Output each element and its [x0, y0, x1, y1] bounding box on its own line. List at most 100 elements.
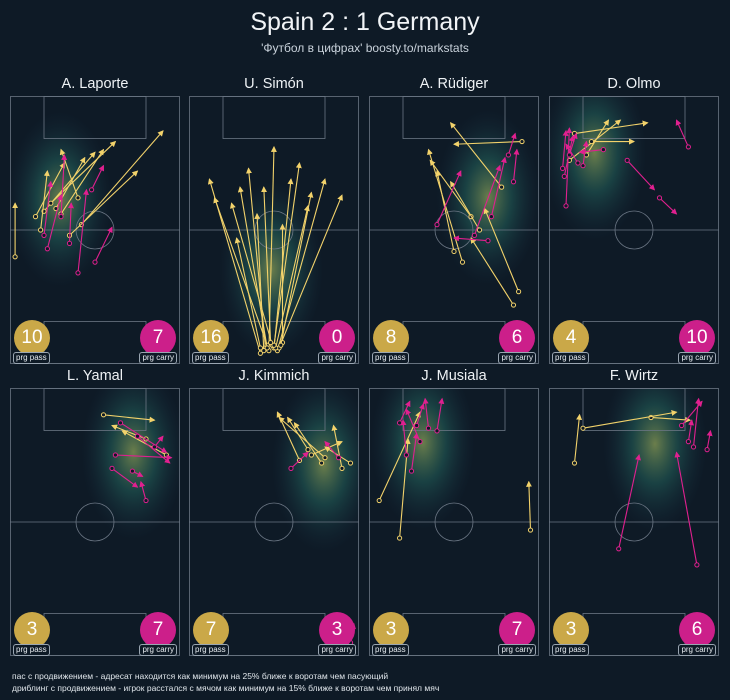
progressive-carry-arrow	[410, 432, 419, 472]
pass-origin-marker	[75, 195, 81, 201]
carry-origin-marker	[425, 425, 432, 431]
progressive-carry-arrow	[137, 435, 171, 464]
pass-origin-marker	[516, 289, 522, 295]
bottom-penalty-box	[43, 613, 147, 656]
progressive-carry-arrow	[675, 119, 689, 148]
pitch-area: 8 6 prg pass prg carry	[369, 96, 541, 364]
pitch-svg	[549, 355, 719, 656]
carry-origin-marker	[89, 187, 95, 193]
progressive-carry-arrow	[706, 429, 713, 450]
carry-origin-marker	[505, 152, 511, 158]
progressive-carry-arrow	[43, 180, 54, 236]
pass-origin-marker	[261, 348, 267, 354]
progressive-carry-arrow	[659, 197, 678, 215]
carry-origin-marker	[75, 270, 81, 276]
progressive-carry-arrow	[91, 164, 104, 191]
pass-origin-marker	[519, 138, 525, 145]
carry-origin-marker	[117, 420, 124, 426]
player-panel: L. Yamal 3 7 prg pass prg carry	[10, 364, 186, 660]
bottom-penalty-box	[582, 613, 686, 656]
carry-origin-marker	[580, 163, 586, 169]
progressive-pass-arrow	[650, 416, 692, 423]
pass-origin-marker	[38, 227, 44, 233]
carry-origin-marker	[656, 195, 663, 201]
progressive-pass-arrow	[293, 422, 323, 464]
pitch-svg	[189, 96, 359, 364]
pitch-svg	[542, 64, 719, 364]
carry-origin-marker	[694, 562, 700, 568]
pitch-area: 3 7 prg pass prg carry	[10, 364, 186, 656]
progressive-carry-arrow	[436, 397, 445, 431]
progressive-carry-arrow	[453, 235, 489, 242]
carry-origin-marker	[112, 452, 119, 458]
legend-progressive-pass: пас с продвижением - адресат находится к…	[12, 671, 389, 681]
top-penalty-box	[582, 388, 686, 431]
progressive-carry-arrow	[565, 143, 579, 164]
pitch-svg	[189, 376, 376, 656]
progressive-pass-arrow	[50, 140, 117, 204]
pitch-area: 3 7 prg pass prg carry	[369, 354, 539, 656]
progressive-pass-arrow	[111, 424, 147, 440]
player-name: D. Olmo	[607, 76, 661, 92]
prg-pass-count: 8	[373, 320, 409, 356]
carry-origin-marker	[414, 422, 420, 429]
pass-origin-marker	[48, 200, 54, 206]
player-name: J. Musiala	[421, 368, 487, 384]
progressive-pass-arrow	[450, 180, 480, 231]
progressive-carry-arrow	[578, 148, 604, 155]
carry-origin-marker	[560, 165, 566, 171]
carry-origin-marker	[704, 447, 710, 453]
progressive-pass-arrow	[525, 480, 532, 531]
progressive-carry-arrow	[324, 440, 340, 459]
progressive-pass-arrow	[449, 122, 503, 188]
progressive-carry-arrow	[436, 170, 462, 225]
top-penalty-box	[582, 96, 686, 139]
player-panel: U. Simón 16 0 prg pass prg carry	[189, 76, 359, 368]
carry-origin-marker	[679, 422, 685, 429]
center-circle	[75, 502, 115, 542]
carry-origin-marker	[288, 465, 294, 472]
progressive-pass-arrow	[275, 204, 310, 349]
prg-pass-count: 3	[373, 612, 409, 648]
pass-origin-marker	[257, 350, 264, 356]
prg-pass-label: prg pass	[13, 352, 50, 364]
touch-density	[602, 355, 707, 532]
player-name: U. Simón	[244, 76, 304, 92]
progressive-carry-arrow	[94, 226, 113, 263]
pitch-svg	[10, 364, 186, 656]
prg-pass-count: 10	[14, 320, 50, 356]
carry-origin-marker	[510, 179, 517, 185]
progressive-pass-arrow	[254, 212, 265, 351]
page-title: Spain 2 : 1 Germany	[250, 8, 480, 36]
progressive-pass-arrow	[324, 446, 351, 464]
pass-origin-marker	[264, 345, 270, 351]
touch-density	[542, 64, 647, 241]
progressive-pass-arrow	[585, 119, 610, 156]
progressive-carry-arrow	[111, 467, 139, 488]
carry-origin-marker	[434, 428, 440, 434]
pitch-area: 3 6 prg pass prg carry	[549, 355, 719, 656]
carry-origin-marker	[561, 173, 567, 180]
touch-density	[370, 354, 475, 531]
pass-origin-marker	[571, 460, 578, 466]
prg-pass-label: prg pass	[192, 644, 229, 656]
progressive-pass-arrow	[287, 416, 309, 450]
bottom-penalty-box	[402, 613, 506, 656]
prg-carry-label: prg carry	[678, 644, 716, 656]
progressive-carry-arrow	[60, 153, 68, 217]
player-panel: D. Olmo 4 10 prg pass prg carry	[542, 64, 719, 368]
progressive-carry-arrow	[681, 400, 703, 426]
progressive-pass-arrow	[69, 170, 139, 236]
carry-origin-marker	[685, 144, 691, 150]
top-penalty-box	[222, 388, 326, 431]
progressive-pass-arrow	[435, 170, 455, 252]
prg-pass-label: prg pass	[372, 644, 409, 656]
pass-origin-marker	[12, 254, 18, 260]
player-panel: A. Laporte 10 7 prg pass prg carry	[7, 76, 180, 368]
progressive-carry-arrow	[512, 148, 520, 182]
prg-pass-label: prg pass	[552, 352, 589, 364]
prg-carry-count: 6	[679, 612, 715, 648]
progressive-carry-arrow	[490, 156, 507, 217]
carry-origin-marker	[624, 157, 630, 163]
progressive-carry-arrow	[473, 164, 501, 236]
